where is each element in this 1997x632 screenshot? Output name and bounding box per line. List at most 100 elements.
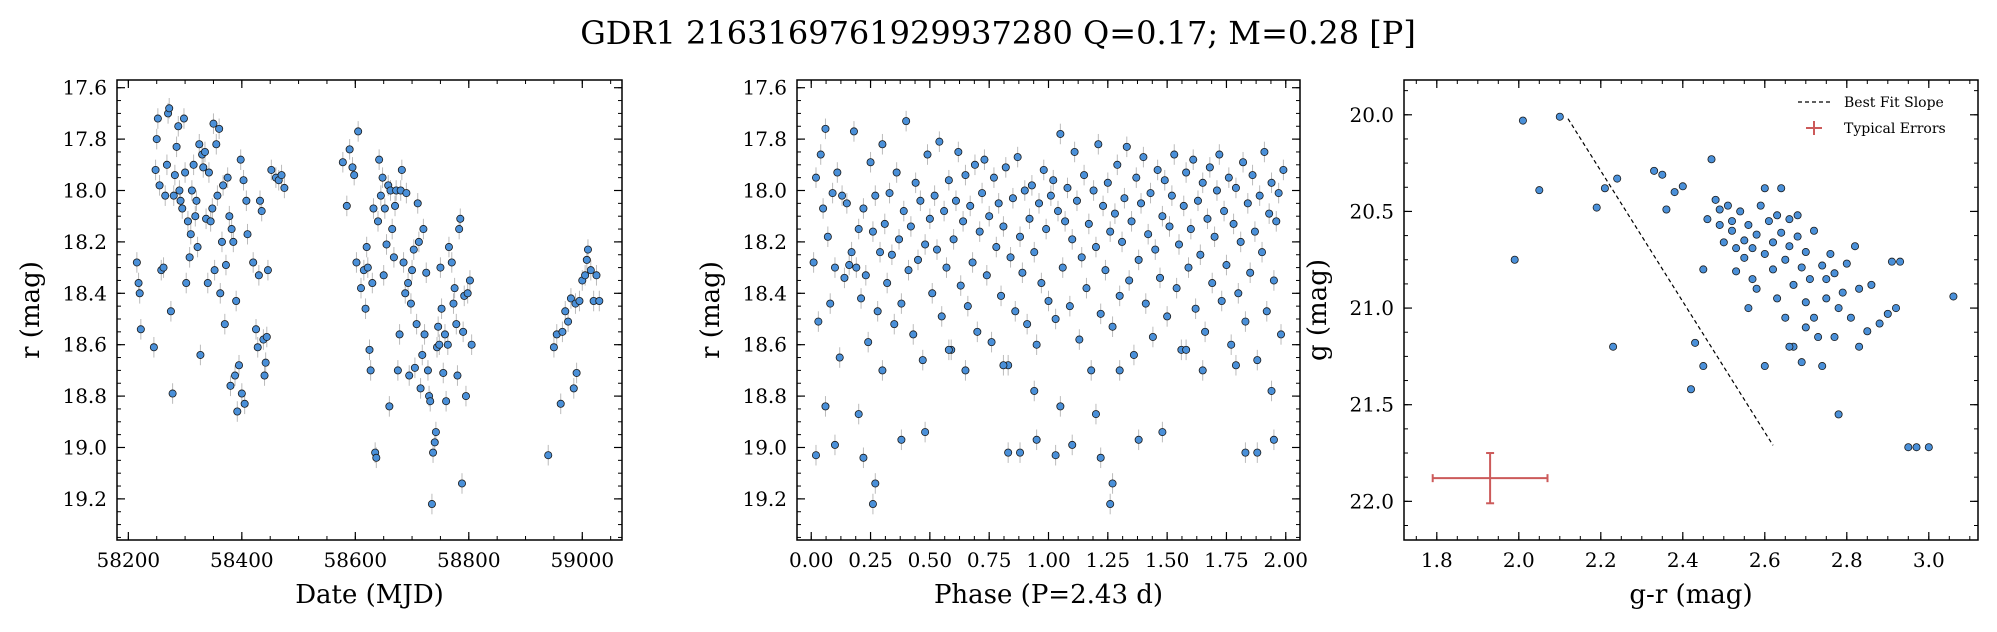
- data-point: [556, 399, 565, 408]
- data-point: [595, 297, 604, 306]
- data-point: [1008, 194, 1017, 203]
- data-point: [963, 302, 972, 311]
- data-point: [1094, 140, 1103, 149]
- data-point: [229, 237, 238, 246]
- data-point: [1231, 183, 1240, 192]
- data-point: [431, 428, 440, 437]
- data-point: [1269, 435, 1278, 444]
- data-point: [828, 189, 837, 198]
- data-point: [426, 397, 435, 406]
- data-point: [1049, 176, 1058, 185]
- data-point: [970, 160, 979, 169]
- data-point: [165, 104, 174, 113]
- data-point: [219, 181, 228, 190]
- data-point: [866, 158, 875, 167]
- data-point: [1020, 186, 1029, 195]
- data-point: [183, 217, 192, 226]
- data-point: [179, 114, 188, 123]
- data-point: [1011, 307, 1020, 316]
- data-point: [429, 448, 438, 457]
- data-point: [1032, 435, 1041, 444]
- data-point: [985, 212, 994, 221]
- data-point: [134, 279, 143, 288]
- data-point: [911, 178, 920, 187]
- data-point: [878, 140, 887, 149]
- data-point: [1234, 289, 1243, 298]
- data-point: [216, 289, 225, 298]
- data-point: [254, 271, 263, 280]
- data-point: [423, 366, 432, 375]
- data-point: [1091, 410, 1100, 419]
- data-point: [1006, 253, 1015, 262]
- color-magnitude-panel: 1.8 2.0 2.2 2.4 2.6 2.8 3.0 20.0 20.5 21.0 21.5 22.…: [1303, 79, 1979, 610]
- data-point: [152, 135, 161, 144]
- data-point: [1004, 448, 1013, 457]
- data-point: [1068, 235, 1077, 244]
- data-point: [1075, 335, 1084, 344]
- data-point: [1834, 410, 1843, 419]
- x-tick-label: 0.50: [908, 548, 953, 572]
- data-point: [871, 479, 880, 488]
- data-point: [999, 361, 1008, 370]
- data-point: [1108, 322, 1117, 331]
- data-point: [352, 258, 361, 267]
- data-point: [1091, 243, 1100, 252]
- data-point: [897, 435, 906, 444]
- data-point: [838, 191, 847, 200]
- data-point: [1518, 116, 1527, 125]
- data-point: [1056, 402, 1065, 411]
- data-point: [1108, 479, 1117, 488]
- data-point: [544, 451, 553, 460]
- data-point: [414, 237, 423, 246]
- data-points: [1510, 112, 1958, 452]
- errorbars: [813, 110, 1284, 515]
- y-tick-label: 17.6: [742, 76, 787, 100]
- data-point: [356, 284, 365, 293]
- y-tick-label: 18.6: [742, 333, 787, 357]
- data-point: [1277, 330, 1286, 339]
- data-point: [830, 440, 839, 449]
- y-axis-label: r (mag): [16, 261, 46, 359]
- x-tick-label: 58200: [97, 548, 161, 572]
- data-point: [1719, 238, 1728, 247]
- data-point: [923, 150, 932, 159]
- data-point: [350, 171, 359, 180]
- data-point: [1274, 189, 1283, 198]
- data-point: [196, 350, 205, 359]
- data-point: [826, 299, 835, 308]
- data-point: [1662, 205, 1671, 214]
- data-point: [1867, 280, 1876, 289]
- data-point: [132, 258, 141, 267]
- data-point: [1834, 304, 1843, 313]
- data-point: [162, 160, 171, 169]
- data-point: [391, 201, 400, 210]
- data-point: [376, 191, 385, 200]
- data-point: [427, 500, 436, 509]
- data-point: [937, 312, 946, 321]
- data-point: [366, 366, 375, 375]
- data-point: [581, 271, 590, 280]
- data-point: [885, 189, 894, 198]
- data-point: [223, 173, 232, 182]
- data-point: [558, 327, 567, 336]
- data-point: [153, 114, 162, 123]
- best-fit-line: [1567, 118, 1774, 446]
- data-point: [169, 191, 178, 200]
- data-point: [859, 204, 868, 213]
- data-point: [1912, 443, 1921, 452]
- data-point: [187, 186, 196, 195]
- data-point: [393, 366, 402, 375]
- data-point: [864, 338, 873, 347]
- data-point: [925, 214, 934, 223]
- data-point: [1822, 275, 1831, 284]
- data-point: [1826, 249, 1835, 258]
- data-point: [1205, 163, 1214, 172]
- data-point: [449, 299, 458, 308]
- data-point: [1253, 356, 1262, 365]
- data-point: [389, 253, 398, 262]
- data-point: [1267, 386, 1276, 395]
- data-point: [1600, 184, 1609, 193]
- data-point: [434, 322, 443, 331]
- data-point: [1892, 304, 1901, 313]
